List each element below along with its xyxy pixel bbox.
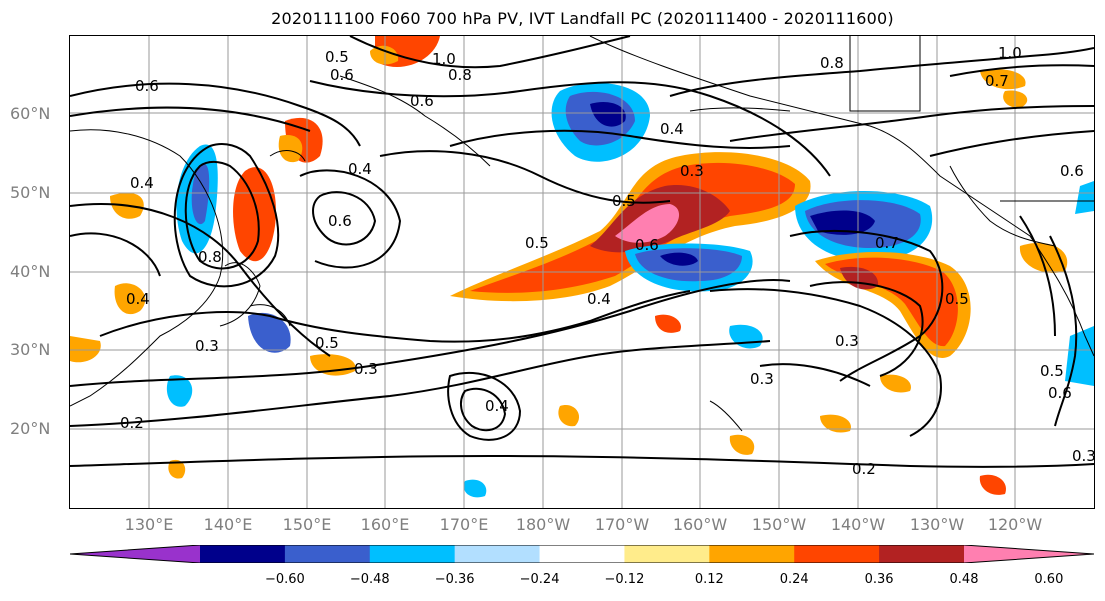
lon-label: 180°W <box>515 515 571 534</box>
plot-title: 2020111100 F060 700 hPa PV, IVT Landfall… <box>271 9 894 28</box>
contour-label: 1.0 <box>998 44 1022 62</box>
contour-label: 0.6 <box>410 92 434 110</box>
contour-label: 0.6 <box>330 66 354 84</box>
contour-label: 0.3 <box>354 360 378 378</box>
contour-label: 0.6 <box>635 236 659 254</box>
contour-label: 0.5 <box>315 334 339 352</box>
colorbar-segment <box>709 545 795 563</box>
contour-label: 0.4 <box>126 290 150 308</box>
colorbar-tick-label: −0.48 <box>349 572 390 587</box>
contour-label: 0.5 <box>1040 362 1064 380</box>
colorbar-tick-label: −0.24 <box>519 572 560 587</box>
lon-label: 150°E <box>282 515 332 534</box>
lon-label: 150°W <box>751 515 807 534</box>
colorbar-segment <box>539 545 625 563</box>
contour-label: 0.2 <box>120 414 144 432</box>
colorbar <box>70 545 1094 563</box>
colorbar-tick-label: 0.48 <box>949 572 979 587</box>
colorbar-tick-label: 0.36 <box>864 572 894 587</box>
colorbar-segment <box>284 545 371 563</box>
lat-label: 20°N <box>10 419 51 438</box>
contour-label: 0.7 <box>875 234 899 252</box>
contour-label: 0.6 <box>1048 384 1072 402</box>
contour-labels: 0.5 1.0 0.6 0.8 0.6 0.6 0.4 0.4 0.3 0.5 … <box>120 44 1094 478</box>
lon-label: 160°W <box>672 515 728 534</box>
colorbar-segment <box>200 545 286 563</box>
contour-label: 0.4 <box>587 290 611 308</box>
contour-label: 0.5 <box>325 48 349 66</box>
contour-label: 0.3 <box>1072 447 1094 465</box>
contour-label: 0.8 <box>820 54 844 72</box>
contour-label: 0.2 <box>852 460 876 478</box>
lat-label: 40°N <box>10 262 51 281</box>
lon-label: 130°W <box>909 515 965 534</box>
contour-label: 0.3 <box>680 162 704 180</box>
colorbar-tick-label: −0.12 <box>604 572 645 587</box>
colorbar-tick-label: −0.60 <box>264 572 305 587</box>
lon-label: 140°E <box>203 515 253 534</box>
contour-label: 0.7 <box>985 72 1009 90</box>
contour-label: 0.6 <box>1060 162 1084 180</box>
colorbar-segment <box>794 545 880 563</box>
colorbar-segment <box>624 545 710 563</box>
lon-label: 140°W <box>830 515 886 534</box>
colorbar-segment <box>369 545 456 563</box>
colorbar-segment <box>454 545 541 563</box>
pv-contours <box>70 36 1094 468</box>
map-panel: 0.5 1.0 0.6 0.8 0.6 0.6 0.4 0.4 0.3 0.5 … <box>69 35 1095 509</box>
contour-label: 1.0 <box>432 50 456 68</box>
contour-label: 0.5 <box>612 192 636 210</box>
contour-label: 0.3 <box>835 332 859 350</box>
contour-label: 0.8 <box>448 66 472 84</box>
contour-label: 0.4 <box>660 120 684 138</box>
contour-label: 0.4 <box>130 174 154 192</box>
contour-label: 0.8 <box>198 248 222 266</box>
lat-label: 30°N <box>10 340 51 359</box>
lon-label: 160°E <box>360 515 410 534</box>
contour-label: 0.3 <box>750 370 774 388</box>
contour-label: 0.3 <box>195 337 219 355</box>
lon-label: 120°W <box>987 515 1043 534</box>
colorbar-segment <box>879 545 965 563</box>
lon-label: 170°E <box>439 515 489 534</box>
lon-label: 130°E <box>124 515 174 534</box>
contour-label: 0.4 <box>485 397 509 415</box>
shading-layer <box>70 36 1094 498</box>
colorbar-tick-label: −0.36 <box>434 572 475 587</box>
colorbar-tick-label: 0.60 <box>1034 572 1064 587</box>
lon-label: 170°W <box>594 515 650 534</box>
colorbar-segment <box>964 545 1094 563</box>
contour-label: 0.6 <box>135 77 159 95</box>
contour-label: 0.6 <box>328 212 352 230</box>
colorbar-segment <box>70 545 200 563</box>
contour-label: 0.5 <box>945 290 969 308</box>
lat-label: 50°N <box>10 183 51 202</box>
contour-label: 0.5 <box>525 234 549 252</box>
contour-label: 0.4 <box>348 160 372 178</box>
lat-label: 60°N <box>10 104 51 123</box>
colorbar-tick-label: 0.12 <box>694 572 724 587</box>
colorbar-tick-label: 0.24 <box>779 572 809 587</box>
graticule <box>70 36 1094 508</box>
